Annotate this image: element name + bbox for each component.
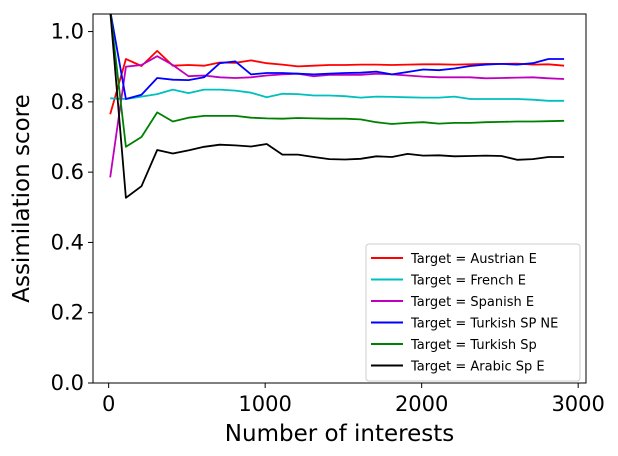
- legend-label-0: Target = Austrian E: [410, 252, 537, 267]
- y-tick-label: 0.4: [51, 230, 84, 254]
- series-line-5: [109, 14, 565, 199]
- series-line-0: [109, 50, 565, 115]
- series-line-3: [109, 14, 565, 100]
- y-tick-label: 0.6: [51, 160, 84, 184]
- legend-label-2: Target = Spanish E: [410, 295, 534, 310]
- legend-label-4: Target = Turkish Sp: [410, 338, 537, 353]
- x-tick-label: 1000: [238, 392, 291, 416]
- y-tick-label: 0.8: [51, 90, 84, 114]
- series-line-1: [110, 88, 565, 102]
- x-tick-label: 3000: [551, 392, 604, 416]
- legend-box: [365, 243, 581, 382]
- y-tick-label: 0.0: [51, 371, 84, 395]
- legend-label-1: Target = French E: [410, 274, 526, 289]
- series-line-4: [109, 14, 565, 148]
- x-axis-title: Number of interests: [225, 421, 454, 447]
- y-tick-label: 1.0: [51, 20, 84, 44]
- x-axis-ticks: 0 1000 2000 3000: [102, 383, 605, 416]
- series-line-2: [109, 55, 565, 178]
- legend-label-3: Target = Turkish SP NE: [410, 317, 558, 332]
- plot-frame: [92, 13, 587, 384]
- legend: Target = Austrian E Target = French E Targ…: [365, 243, 581, 382]
- y-axis-ticks: 0.0 0.2 0.4 0.6 0.8 1.0: [51, 20, 93, 395]
- y-tick-label: 0.2: [51, 301, 84, 325]
- x-tick-label: 0: [102, 392, 115, 416]
- legend-label-5: Target = Arabic Sp E: [410, 360, 545, 375]
- x-tick-label: 2000: [395, 392, 448, 416]
- y-axis-title: Assimilation score: [9, 94, 35, 303]
- series-layer: [109, 14, 565, 199]
